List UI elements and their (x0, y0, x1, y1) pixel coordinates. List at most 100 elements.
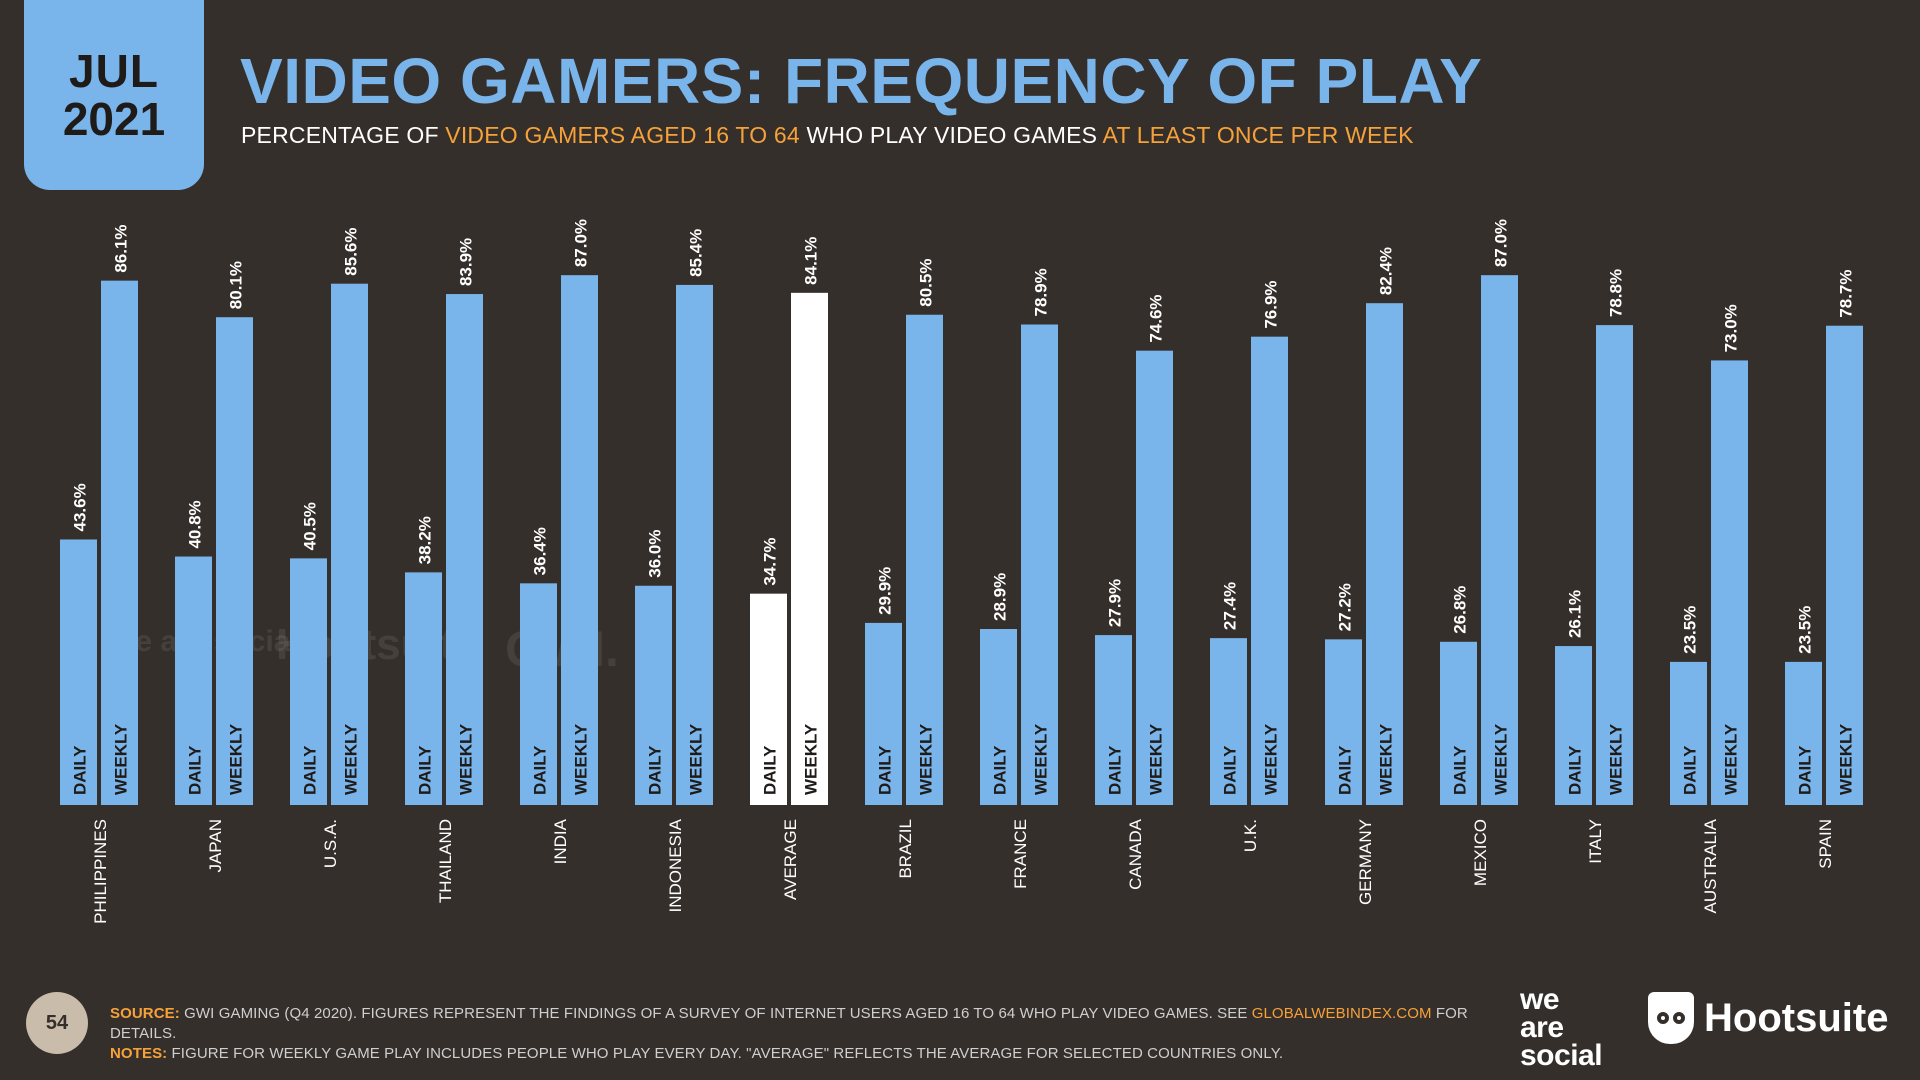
subtitle-highlight-1: VIDEO GAMERS AGED 16 TO 64 (445, 122, 800, 148)
owl-icon (1648, 992, 1694, 1044)
value-label-average-weekly: 84.1% (802, 237, 821, 285)
value-label-thailand-daily: 38.2% (416, 516, 435, 564)
series-label-average-weekly: WEEKLY (802, 723, 821, 795)
was-line-2: are (1520, 1011, 1564, 1044)
category-label-philippines: PHILIPPINES (91, 819, 110, 924)
value-label-spain-daily: 23.5% (1796, 606, 1815, 654)
value-label-italy-weekly: 78.8% (1607, 269, 1626, 317)
value-label-australia-daily: 23.5% (1681, 606, 1700, 654)
subtitle-highlight-2: AT LEAST ONCE PER WEEK (1102, 122, 1414, 148)
value-label-philippines-weekly: 86.1% (112, 224, 131, 272)
value-label-philippines-daily: 43.6% (71, 483, 90, 531)
bar-india-weekly (561, 275, 598, 805)
category-label-average: AVERAGE (781, 819, 800, 900)
value-label-canada-daily: 27.9% (1106, 579, 1125, 627)
value-label-thailand-weekly: 83.9% (457, 238, 476, 286)
series-label-thailand-weekly: WEEKLY (457, 723, 476, 795)
series-label-brazil-daily: DAILY (876, 745, 895, 795)
category-label-u-k: U.K. (1241, 819, 1260, 852)
badge-year: 2021 (62, 93, 166, 145)
value-label-brazil-weekly: 80.5% (917, 259, 936, 307)
source-link[interactable]: GLOBALWEBINDEX.COM (1251, 1005, 1432, 1022)
series-label-italy-weekly: WEEKLY (1607, 723, 1626, 795)
series-label-u-s-a-daily: DAILY (301, 745, 320, 795)
value-label-spain-weekly: 78.7% (1837, 270, 1856, 318)
source-end: FOR DETAILS. (110, 1005, 1468, 1042)
notes-text: FIGURE FOR WEEKLY GAME PLAY INCLUDES PEO… (167, 1045, 1284, 1062)
series-label-australia-weekly: WEEKLY (1722, 723, 1741, 795)
bar-brazil-weekly (906, 314, 943, 805)
value-label-canada-weekly: 74.6% (1147, 294, 1166, 342)
bar-mexico-weekly (1481, 275, 1518, 805)
bar-indonesia-weekly (676, 284, 713, 805)
series-label-italy-daily: DAILY (1566, 745, 1585, 795)
value-label-u-k-weekly: 76.9% (1262, 280, 1281, 328)
value-label-france-weekly: 78.9% (1032, 268, 1051, 316)
series-label-u-k-daily: DAILY (1221, 745, 1240, 795)
category-label-japan: JAPAN (206, 819, 225, 873)
notes-line: NOTES: FIGURE FOR WEEKLY GAME PLAY INCLU… (110, 1044, 1510, 1064)
bar-australia-daily (1670, 661, 1707, 805)
value-label-brazil-daily: 29.9% (876, 567, 895, 615)
value-label-india-weekly: 87.0% (572, 219, 591, 267)
series-label-india-daily: DAILY (531, 745, 550, 795)
value-label-mexico-daily: 26.8% (1451, 586, 1470, 634)
series-label-india-weekly: WEEKLY (572, 723, 591, 795)
bar-india-daily (520, 583, 557, 805)
bar-average-weekly (791, 292, 828, 805)
category-label-mexico: MEXICO (1471, 819, 1490, 886)
series-label-france-weekly: WEEKLY (1032, 723, 1051, 795)
chart-title: VIDEO GAMERS: FREQUENCY OF PLAY (240, 45, 1483, 117)
bar-france-daily (980, 628, 1017, 805)
footer-notes: SOURCE: GWI GAMING (Q4 2020). FIGURES RE… (110, 1004, 1510, 1064)
bar-u-s-a-weekly (331, 283, 368, 805)
we-are-social-logo: we are social (1520, 983, 1603, 1071)
series-label-brazil-weekly: WEEKLY (917, 723, 936, 795)
page-number: 54 (26, 992, 88, 1054)
value-label-indonesia-weekly: 85.4% (687, 229, 706, 277)
value-label-india-daily: 36.4% (531, 527, 550, 575)
value-label-indonesia-daily: 36.0% (646, 530, 665, 578)
category-label-thailand: THAILAND (436, 819, 455, 903)
bar-thailand-weekly (446, 294, 483, 805)
series-label-average-daily: DAILY (761, 745, 780, 795)
value-label-u-k-daily: 27.4% (1221, 582, 1240, 630)
series-label-spain-weekly: WEEKLY (1837, 723, 1856, 795)
value-label-u-s-a-weekly: 85.6% (342, 227, 361, 275)
series-label-france-daily: DAILY (991, 745, 1010, 795)
bar-japan-weekly (216, 317, 253, 805)
bar-indonesia-daily (635, 585, 672, 805)
series-label-mexico-weekly: WEEKLY (1492, 723, 1511, 795)
category-label-brazil: BRAZIL (896, 819, 915, 879)
was-line-1: we (1520, 983, 1560, 1016)
bar-germany-daily (1325, 639, 1362, 805)
value-label-italy-daily: 26.1% (1566, 590, 1585, 638)
bar-thailand-daily (405, 572, 442, 805)
chart-subtitle: PERCENTAGE OF VIDEO GAMERS AGED 16 TO 64… (241, 122, 1414, 149)
source-label: SOURCE: (110, 1005, 180, 1022)
category-label-australia: AUSTRALIA (1701, 818, 1720, 913)
series-label-germany-daily: DAILY (1336, 745, 1355, 795)
series-label-australia-daily: DAILY (1681, 745, 1700, 795)
bar-japan-daily (175, 556, 212, 805)
category-label-italy: ITALY (1586, 819, 1605, 864)
value-label-average-daily: 34.7% (761, 537, 780, 585)
bar-canada-weekly (1136, 350, 1173, 805)
series-label-thailand-daily: DAILY (416, 745, 435, 795)
category-label-u-s-a: U.S.A. (321, 819, 340, 868)
bar-u-k-daily (1210, 638, 1247, 805)
series-label-u-s-a-weekly: WEEKLY (342, 723, 361, 795)
bar-u-k-weekly (1251, 336, 1288, 805)
bar-france-weekly (1021, 324, 1058, 805)
series-label-japan-weekly: WEEKLY (227, 723, 246, 795)
bar-germany-weekly (1366, 303, 1403, 805)
series-label-philippines-daily: DAILY (71, 745, 90, 795)
series-label-spain-daily: DAILY (1796, 745, 1815, 795)
date-badge: JUL 2021 (24, 0, 204, 190)
value-label-france-daily: 28.9% (991, 573, 1010, 621)
category-label-india: INDIA (551, 818, 570, 864)
bar-brazil-daily (865, 622, 902, 805)
value-label-japan-daily: 40.8% (186, 500, 205, 548)
series-label-japan-daily: DAILY (186, 745, 205, 795)
